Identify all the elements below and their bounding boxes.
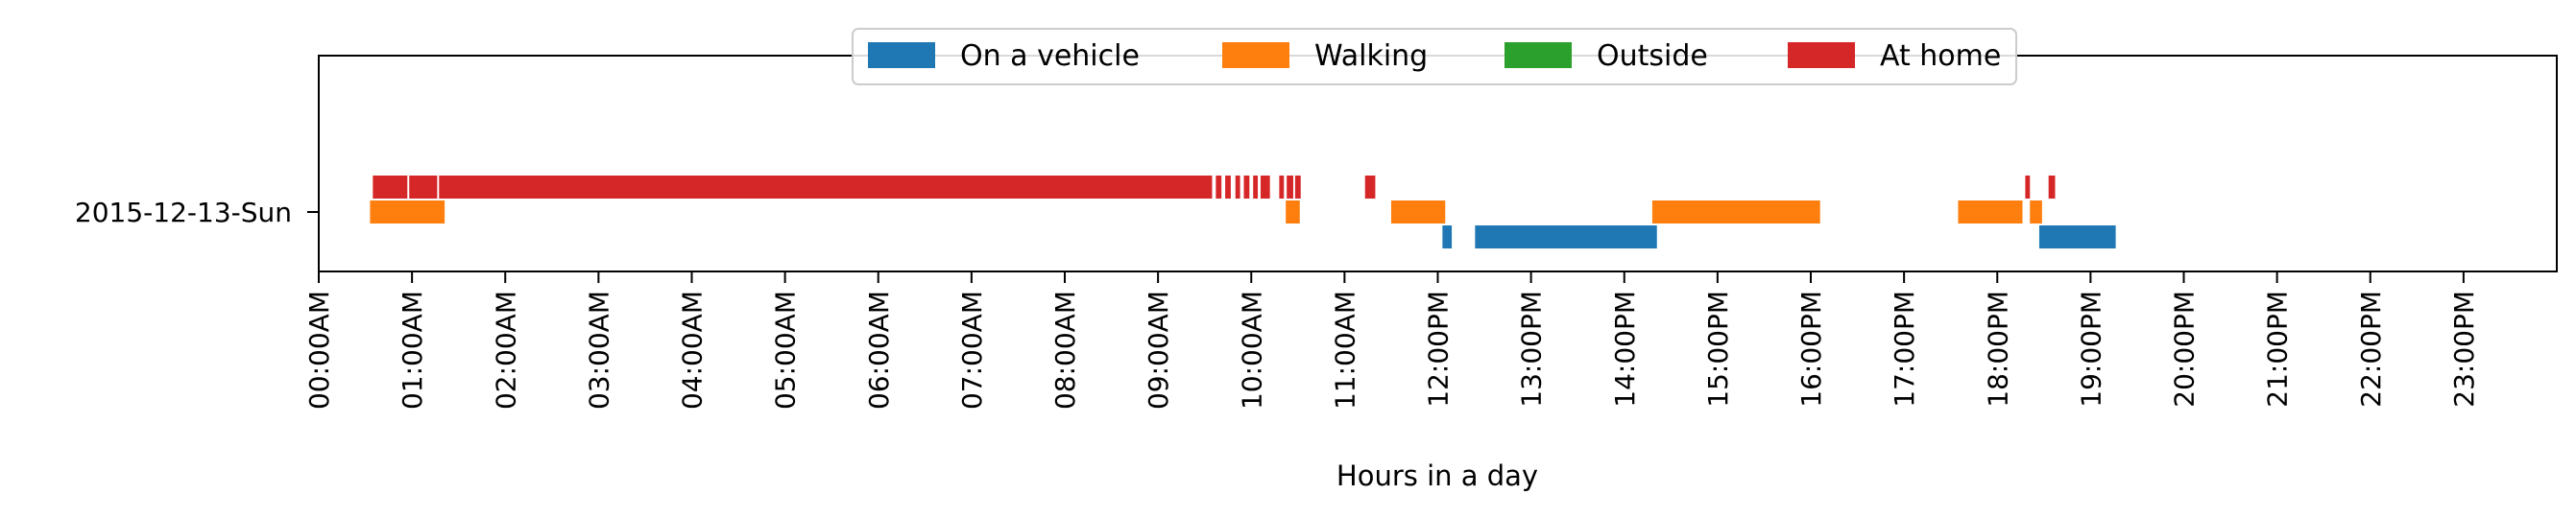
legend-swatch-3 [1788, 42, 1855, 68]
plot-frame [318, 55, 2558, 272]
y-tick-label-0: 2015-12-13-Sun [75, 197, 292, 228]
x-tick-label-11: 11:00AM [1329, 291, 1360, 410]
x-tick-label-23: 23:00PM [2448, 291, 2480, 408]
x-tick-label-15: 15:00PM [1702, 291, 1734, 408]
x-axis-label: Hours in a day [1336, 459, 1538, 492]
x-tick-label-3: 03:00AM [583, 291, 614, 410]
x-tick-label-0: 00:00AM [303, 291, 335, 410]
legend-swatch-2 [1505, 42, 1572, 68]
bar-at-home-2 [439, 176, 1213, 199]
x-tick-label-22: 22:00PM [2355, 291, 2387, 408]
bar-walking-0 [370, 200, 445, 224]
bar-at-home-0 [373, 176, 408, 199]
bar-at-home-14 [2048, 176, 2056, 199]
x-tick-label-14: 14:00PM [1609, 291, 1641, 408]
bar-on-a-vehicle-1 [1475, 225, 1657, 248]
bar-at-home-13 [2025, 176, 2031, 199]
bar-at-home-9 [1279, 176, 1285, 199]
x-tick-label-5: 05:00AM [770, 291, 802, 410]
legend-label-3: At home [1880, 39, 2001, 73]
x-tick-label-2: 02:00AM [490, 291, 521, 410]
bar-at-home-8 [1260, 176, 1270, 199]
bar-walking-2 [1390, 200, 1446, 224]
bar-at-home-4 [1225, 176, 1231, 199]
bar-at-home-7 [1253, 176, 1259, 199]
x-tick-label-6: 06:00AM [863, 291, 895, 410]
x-tick-label-7: 07:00AM [956, 291, 988, 410]
bar-at-home-5 [1235, 176, 1240, 199]
x-tick-label-10: 10:00AM [1236, 291, 1267, 410]
bar-at-home-11 [1294, 176, 1301, 199]
x-tick-label-19: 19:00PM [2075, 291, 2107, 408]
legend-frame [852, 28, 2017, 85]
x-tick-label-4: 04:00AM [677, 291, 709, 410]
x-tick-label-21: 21:00PM [2262, 291, 2294, 408]
x-ticks: 00:00AM 01:00AM 02:00AM 03:00AM 04:00AM 05:00… [303, 271, 2480, 410]
legend-swatch-1 [1222, 42, 1289, 68]
bar-at-home-3 [1216, 176, 1222, 199]
bar-walking-4 [1958, 200, 2023, 224]
bar-at-home-6 [1243, 176, 1250, 199]
legend-swatch-0 [868, 42, 935, 68]
bar-at-home-1 [409, 176, 438, 199]
y-ticks: 2015-12-13-Sun [75, 197, 319, 228]
x-tick-label-12: 12:00PM [1423, 291, 1455, 408]
x-tick-label-8: 08:00AM [1049, 291, 1081, 410]
x-tick-label-17: 17:00PM [1889, 291, 1920, 408]
legend-label-2: Outside [1597, 39, 1708, 73]
legend-label-1: Walking [1314, 39, 1428, 73]
bar-walking-3 [1651, 200, 1820, 224]
bar-walking-1 [1286, 200, 1300, 224]
x-tick-label-16: 16:00PM [1795, 291, 1827, 408]
bar-on-a-vehicle-2 [2038, 225, 2116, 248]
bar-walking-5 [2030, 200, 2042, 224]
bar-on-a-vehicle-0 [1442, 225, 1453, 248]
x-tick-label-9: 09:00AM [1143, 291, 1174, 410]
bar-at-home-12 [1364, 176, 1376, 199]
legend-label-0: On a vehicle [960, 39, 1140, 73]
bars-layer [370, 176, 2116, 248]
x-tick-label-20: 20:00PM [2169, 291, 2201, 408]
x-tick-label-18: 18:00PM [1982, 291, 2013, 408]
x-tick-label-1: 01:00AM [397, 291, 428, 410]
legend: On a vehicle Walking Outside At home [852, 28, 2017, 85]
x-tick-label-13: 13:00PM [1516, 291, 1548, 408]
bar-at-home-10 [1287, 176, 1293, 199]
